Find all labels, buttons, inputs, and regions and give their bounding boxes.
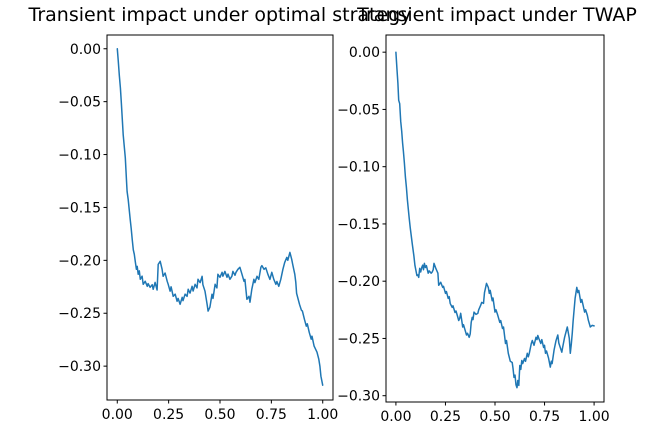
x-tick-label: 0.75 xyxy=(256,407,287,423)
left-subplot-title: Transient impact under optimal strategy xyxy=(28,4,412,26)
x-tick-label: 0.00 xyxy=(380,409,411,425)
right-subplot-title: Transient impact under TWAP xyxy=(357,4,637,26)
y-tick-label: −0.25 xyxy=(337,331,380,347)
x-tick-label: 1.00 xyxy=(579,409,610,425)
y-tick-label: −0.20 xyxy=(58,253,101,269)
y-tick-label: −0.05 xyxy=(58,95,101,111)
left-subplot: 0.00 0.25 0.50 0.75 1.00 0.00 −0.05 −0.10 −0.15 −… xyxy=(58,34,338,423)
y-tick-label: −0.25 xyxy=(58,306,101,322)
x-tick-label: 0.50 xyxy=(479,409,510,425)
y-tick-label: −0.15 xyxy=(337,217,380,233)
y-tick-label: 0.00 xyxy=(349,45,380,61)
y-tick-label: −0.10 xyxy=(58,148,101,164)
x-tick-label: 0.25 xyxy=(430,409,461,425)
y-tick-label: −0.30 xyxy=(337,389,380,405)
transient-impact-optimal-line xyxy=(116,48,324,386)
y-tick-label: 0.00 xyxy=(70,42,101,58)
x-tick-label: 0.25 xyxy=(153,407,184,423)
y-tick-label: −0.15 xyxy=(58,200,101,216)
x-tick-label: 0.50 xyxy=(204,407,235,423)
y-tick-label: −0.05 xyxy=(337,102,380,118)
y-tick-label: −0.20 xyxy=(337,274,380,290)
x-tick-label: 0.75 xyxy=(529,409,560,425)
x-tick-label: 1.00 xyxy=(307,407,338,423)
right-subplot: 0.00 0.25 0.50 0.75 1.00 0.00 −0.05 −0.10 −0.15 −… xyxy=(337,34,610,425)
x-tick-label: 0.00 xyxy=(102,407,133,423)
axes-spines xyxy=(106,34,334,401)
transient-impact-twap-line xyxy=(395,51,595,389)
y-tick-label: −0.30 xyxy=(58,359,101,375)
y-tick-label: −0.10 xyxy=(337,160,380,176)
